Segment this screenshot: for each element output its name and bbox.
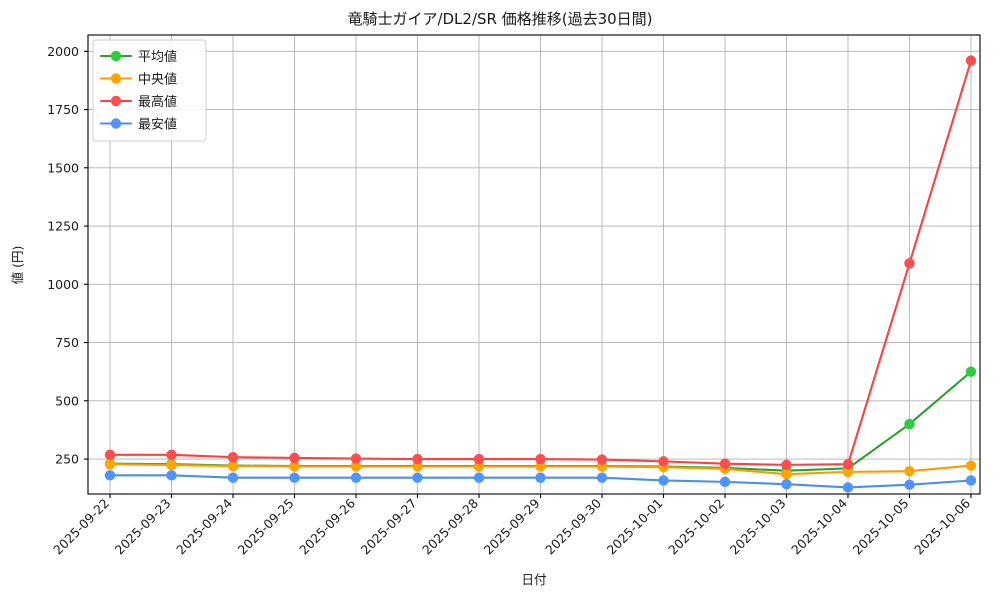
series-4 [104,470,977,493]
data-point [965,55,977,66]
y-tick-label: 250 [55,452,79,467]
x-tick-label: 2025-10-05 [850,496,912,558]
y-tick-label: 1750 [47,102,79,117]
data-point [904,418,915,430]
data-point [350,453,362,464]
x-tick-label: 2025-09-22 [50,496,112,558]
legend-label-3[interactable]: 最高値 [138,94,177,110]
data-point [473,472,485,483]
x-tick-label: 2025-09-28 [419,495,481,557]
data-point [596,472,608,483]
data-point [965,475,977,486]
data-point [227,460,239,472]
data-point [781,459,792,471]
data-point [473,453,485,465]
x-tick-label: 2025-09-29 [481,495,543,557]
data-point [904,465,915,477]
data-point [412,461,423,472]
gridlines [88,35,980,494]
x-axis-ticks: 2025-09-22 2025-09-23 2025-09-24 2025-09-25… [50,494,973,557]
x-tick-label: 2025-09-27 [358,496,420,558]
data-point [904,258,915,269]
legend-marker-swatch [110,118,122,129]
data-point [904,479,915,490]
data-point [473,461,485,472]
data-point [227,451,239,463]
x-tick-label: 2025-10-02 [665,496,727,558]
data-point [658,475,669,486]
data-point [289,452,300,464]
data-point [842,458,854,470]
x-tick-label: 2025-09-24 [173,495,235,557]
x-tick-label: 2025-09-30 [542,495,604,557]
data-point [535,461,546,472]
x-tick-label: 2025-10-06 [911,495,973,557]
data-point [535,472,546,483]
series-2 [104,458,977,480]
x-tick-label: 2025-10-01 [604,496,666,558]
legend-label-2[interactable]: 中央値 [138,72,177,88]
y-tick-label: 500 [55,393,79,408]
data-point [289,461,300,472]
data-point [535,453,546,465]
data-point [842,466,854,478]
data-point [104,458,116,470]
legend-label-1[interactable]: 平均値 [138,49,177,65]
data-point [412,453,423,465]
data-point [227,472,239,483]
data-point [350,472,362,483]
data-point [104,470,116,481]
x-tick-label: 2025-09-26 [296,495,358,557]
data-point [166,470,177,481]
series-3 [104,55,977,471]
data-point [412,472,423,483]
data-point [719,476,731,488]
data-point [719,458,731,469]
y-axis-label: 値 (円) [10,246,25,285]
data-point [842,482,854,493]
data-point [166,449,177,461]
x-axis-label: 日付 [521,572,546,587]
x-tick-label: 2025-09-25 [235,496,297,558]
y-tick-label: 1500 [47,160,79,175]
data-point [289,472,300,483]
data-point [965,460,977,471]
data-point [965,366,977,377]
y-tick-label: 750 [55,335,79,350]
y-axis-ticks: 250 500 750 1000 1250 1500 1750 2000 [47,44,88,467]
data-point [781,479,792,490]
data-point [350,461,362,472]
y-tick-label: 1250 [47,219,79,234]
y-tick-label: 2000 [47,44,79,59]
legend-label-4[interactable]: 最安値 [138,117,177,133]
legend-background [92,39,207,142]
y-tick-label: 1000 [47,277,79,292]
data-point [596,454,608,465]
legend-marker-swatch [110,50,122,62]
data-series-layer [104,55,977,493]
data-point [104,449,116,461]
x-tick-label: 2025-10-03 [727,496,789,558]
data-point [658,456,669,467]
x-tick-label: 2025-10-04 [788,495,850,557]
data-point [781,468,792,480]
legend-marker-swatch [110,73,122,84]
chart-title: 竜騎士ガイア/DL2/SR 価格推移(過去30日間) [347,10,652,28]
data-point [166,459,177,471]
x-tick-label: 2025-09-23 [112,496,174,558]
plot-frame [87,34,981,495]
legend-marker-swatch [110,95,122,107]
